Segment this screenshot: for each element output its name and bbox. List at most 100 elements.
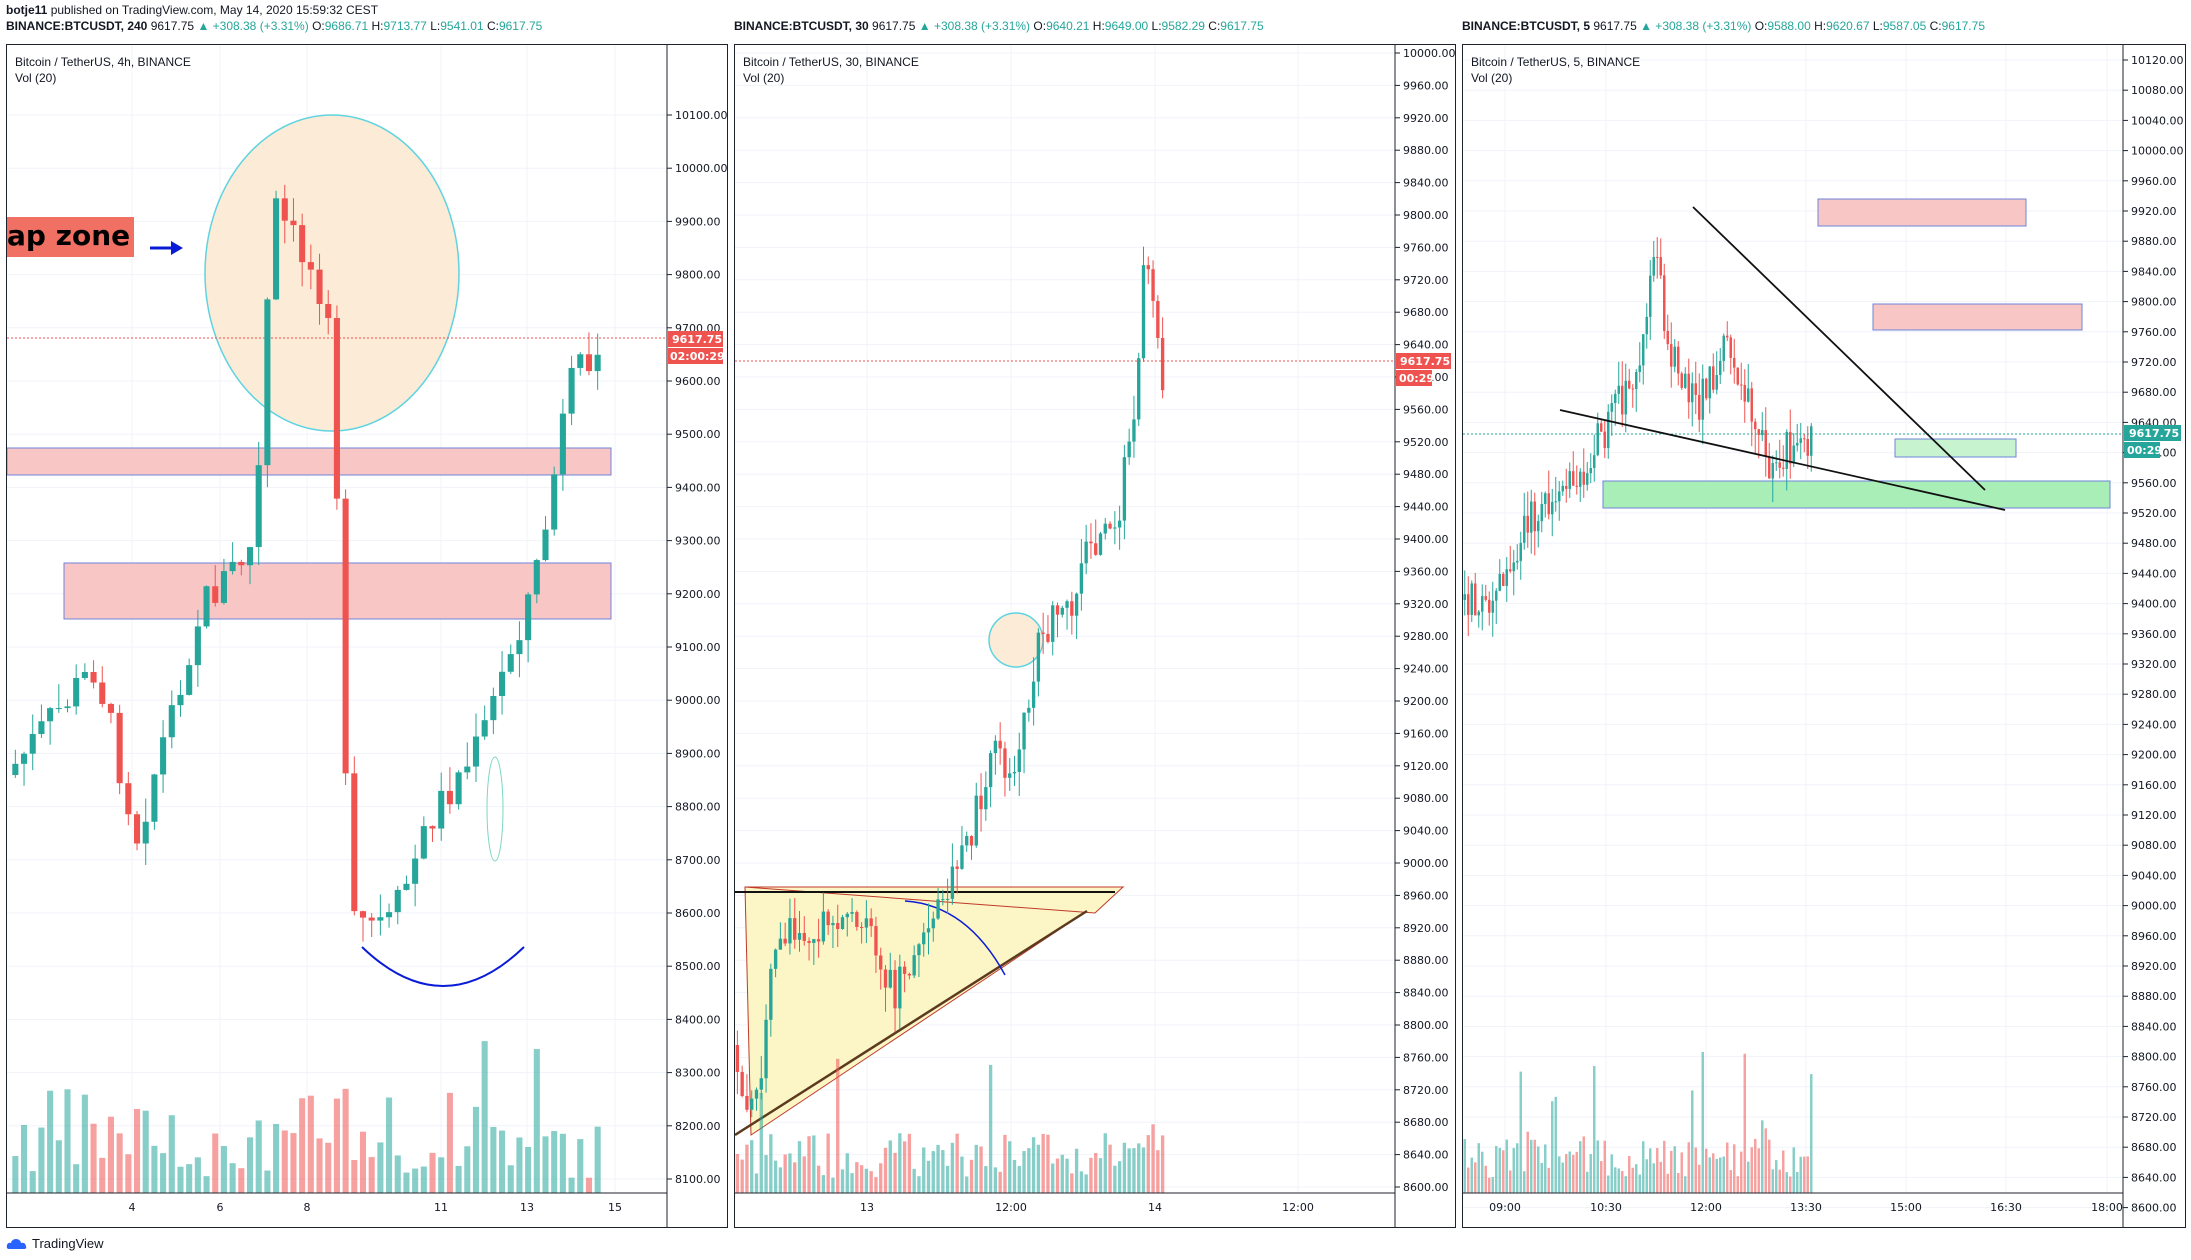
change-value: ▲ +308.38 (+3.31%) [197, 19, 309, 33]
candle-body [281, 198, 288, 221]
price-tick-label: 10120.00 [2131, 54, 2184, 67]
volume-label: Vol (20) [15, 71, 57, 85]
candle-body [1519, 542, 1522, 561]
volume-bar [1519, 1071, 1522, 1193]
high-value: 9713.77 [383, 19, 427, 33]
volume-bar [864, 1168, 869, 1193]
candle-body [1554, 501, 1557, 503]
candle-body [965, 835, 969, 846]
volume-bar [993, 1167, 998, 1193]
price-axis[interactable]: 10100.0010000.009900.009800.009700.00960… [667, 109, 727, 1186]
candle-body [859, 926, 864, 928]
volume-bar [750, 1140, 754, 1193]
chart-canvas-30m[interactable]: 10000.00 9960.00 9920.00 9880.00 9840.00 9800… [735, 45, 1455, 1227]
time-axis[interactable]: 13 12:00 14 12:00 [860, 1201, 1314, 1214]
volume-bar [1694, 1147, 1697, 1193]
candle-body [888, 969, 892, 988]
volume-bar [1645, 1159, 1648, 1193]
volume-bar [516, 1137, 523, 1193]
time-tick-label: 12:00 [1690, 1201, 1722, 1214]
chart-canvas-4h[interactable]: ap zone 10100.0010000.009900.009800.0097… [7, 45, 727, 1227]
blue-arrow-icon [150, 241, 183, 255]
candle-body [516, 640, 523, 655]
volume-bar [1481, 1151, 1484, 1193]
price-tick-label: 9160.00 [1403, 727, 1449, 740]
candle-body [490, 695, 497, 721]
candle-body [845, 913, 849, 918]
price-tick-label: 9720.00 [2131, 356, 2177, 369]
volume-bar [438, 1157, 445, 1193]
open-label: O: [1033, 19, 1047, 33]
brand-name: TradingView [32, 1236, 104, 1251]
volume-bar [1803, 1156, 1806, 1193]
candle-body [1051, 605, 1055, 642]
last-price: 9617.75 [150, 19, 195, 33]
candle-body [1540, 504, 1543, 522]
close-label: C: [486, 19, 499, 33]
volume-bar [1659, 1161, 1662, 1193]
volume-bar [368, 1157, 375, 1193]
candle-body [1670, 344, 1673, 367]
price-tick-label: 8400.00 [675, 1013, 721, 1026]
price-tick-label: 10080.00 [2131, 84, 2184, 97]
candle-body [1467, 594, 1470, 615]
volume-bar [1477, 1143, 1480, 1193]
time-axis[interactable]: 09:00 10:30 12:00 13:30 15:00 16:30 18:00 [1489, 1201, 2123, 1214]
volume-bar [859, 1165, 864, 1193]
high-label: H: [1092, 19, 1105, 33]
volume-bar [472, 1106, 480, 1193]
open-value: 9640.21 [1046, 19, 1090, 33]
candle-body [1789, 431, 1792, 464]
volume-bar [1084, 1174, 1088, 1193]
time-axis[interactable]: 4 6 8 11 13 15 [129, 1201, 623, 1214]
price-tick-label: 9920.00 [1403, 112, 1449, 125]
volume-bar [1761, 1120, 1764, 1193]
price-tick-label: 9520.00 [1403, 436, 1449, 449]
volume-bar [1526, 1131, 1529, 1193]
volume-bar [1491, 1177, 1494, 1193]
candle-body [1677, 346, 1680, 374]
volume-bar [1729, 1170, 1732, 1193]
price-tick-label: 9800.00 [1403, 209, 1449, 222]
candle-body [568, 367, 575, 414]
chart-panel-5m[interactable]: 10120.00 10080.00 10040.00 10000.00 9960.00 9… [1462, 44, 2186, 1228]
price-axis[interactable]: 10120.00 10080.00 10040.00 10000.00 9960.00 9… [2123, 54, 2184, 1215]
high-value: 9649.00 [1104, 19, 1149, 33]
candle-body [351, 773, 358, 912]
candle-body [507, 654, 514, 672]
chart-canvas-5m[interactable]: 10120.00 10080.00 10040.00 10000.00 9960.00 9… [1463, 45, 2185, 1227]
candle-body [1712, 366, 1715, 390]
panel2-header: BINANCE:BTCUSDT, 30 9617.75 ▲ +308.38 (+… [734, 19, 1264, 33]
highlight-ellipse [204, 114, 460, 432]
candle-body [316, 269, 323, 305]
volume-bar [1743, 1053, 1746, 1193]
volume-bar [394, 1155, 401, 1193]
price-axis[interactable]: 10000.00 9960.00 9920.00 9880.00 9840.00 9800… [1395, 47, 1455, 1194]
price-tick-label: 9960.00 [2131, 175, 2177, 188]
candle-body [499, 671, 506, 696]
volume-bar [1108, 1144, 1112, 1193]
candle-body [1617, 385, 1620, 394]
candle-body [1729, 337, 1732, 358]
price-tick-label: 9900.00 [675, 215, 721, 228]
candle-body [1803, 438, 1806, 440]
candle-body [1012, 771, 1017, 774]
chart-panel-30m[interactable]: 10000.00 9960.00 9920.00 9880.00 9840.00 9800… [734, 44, 1456, 1228]
candle-body [1113, 527, 1117, 529]
volume-bar [20, 1124, 28, 1193]
small-circle [988, 612, 1044, 668]
candle-body [377, 917, 384, 921]
candle-body [917, 944, 921, 956]
candle-body [1687, 373, 1690, 403]
volume-bar [1603, 1140, 1606, 1193]
candle-body [783, 938, 787, 944]
candle-body [403, 883, 410, 890]
author-name[interactable]: botje11 [6, 3, 48, 17]
candle-body [907, 973, 912, 976]
tradingview-logo[interactable]: TradingView [6, 1236, 104, 1251]
volume-bar [1607, 1175, 1610, 1193]
resistance-zone-2 [63, 562, 612, 620]
price-tick-label: 9400.00 [1403, 533, 1449, 546]
volume-bar [1771, 1169, 1774, 1193]
chart-panel-4h[interactable]: ap zone 10100.00 10000.00 9900.00 9800.00 97… [6, 44, 728, 1228]
